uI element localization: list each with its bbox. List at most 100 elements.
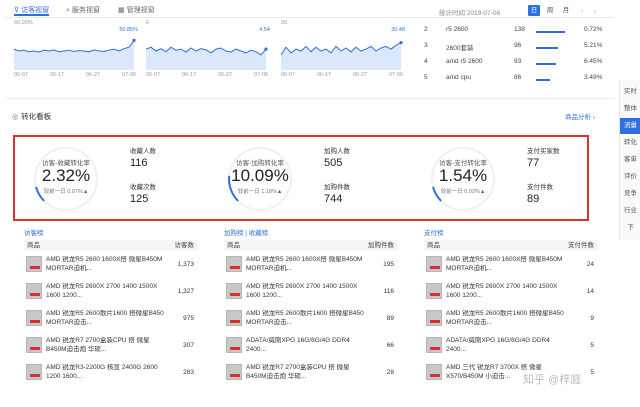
row-value: 89	[386, 315, 394, 322]
table-row[interactable]: AMD 锐龙R5 2600散片1600 搭微星B450 MORTAR迫击... 8…	[224, 307, 398, 332]
rail-item[interactable]: 下	[627, 224, 634, 231]
table-row[interactable]: AMD 锐龙R5 2600 1600X搭 微星B450M MORTAR迫机...…	[224, 253, 398, 278]
table-row[interactable]: AMD 锐龙R5 2600 1600X搭 微星B450M MORTAR迫机...…	[24, 253, 198, 278]
change-text: 较前一日 0.07%	[43, 189, 83, 195]
keyword-share: 5.21%	[584, 42, 603, 49]
row-value: 283	[183, 369, 194, 376]
product-name[interactable]: ADATA/威刚XPG 16G/8G/4G DDR4 2400...	[446, 337, 550, 353]
gauge-change: 较前一日 1.18%▲	[224, 187, 296, 195]
product-name[interactable]: AMD 锐龙R5 2600 1600X搭 微星B450M MORTAR迫机...	[446, 256, 563, 272]
product-name[interactable]: AMD 锐龙R5 2600X 2700 1400 1500X 1600 1200…	[446, 283, 558, 299]
share-bar	[536, 31, 565, 33]
change-text: 较前一日 1.18%	[237, 189, 277, 195]
table-row[interactable]: AMD 锐龙R7 2700盒装CPU 搭 微星B450M迫击炮 华硕... 28	[224, 361, 398, 386]
gauge-change: 较前一日 0.07%▲	[30, 187, 102, 195]
highlight-box	[13, 135, 589, 221]
period-day-button[interactable]: 日	[528, 5, 540, 16]
right-nav-rail: 实时整体流量转化客单评价竞争行业下	[619, 80, 640, 240]
rail-item[interactable]: 转化	[624, 139, 637, 146]
product-name[interactable]: AMD 锐龙R5 2600X 2700 1400 1500X 1600 1200…	[46, 283, 158, 299]
rail-item[interactable]: 实时	[624, 88, 637, 95]
rail-item[interactable]: 客单	[624, 156, 637, 163]
product-name[interactable]: AMD 锐龙R5 2600 1600X搭 微星B450M MORTAR迫机...	[246, 256, 363, 272]
product-name[interactable]: AMD 锐龙R3-2200G 核显 2400G 2600 1200 1600..…	[46, 364, 158, 380]
ranking-row[interactable]: 3 2600套装 96 5.21%	[424, 42, 609, 56]
rail-item[interactable]: 整体	[624, 105, 637, 112]
product-name[interactable]: AMD 锐龙R5 2600散片1600 搭微星B450 MORTAR迫击...	[446, 310, 564, 326]
keyword-count: 86	[514, 74, 522, 81]
table-row[interactable]: AMD 锐龙R3-2200G 核显 2400G 2600 1200 1600..…	[24, 361, 198, 386]
ranking-row[interactable]: 2 r5 2600 138 0.72%	[424, 26, 609, 40]
chart-peak-label: 50.85%	[119, 27, 138, 33]
ranking-row[interactable]: 4 amd r5 2600 93 6.45%	[424, 58, 609, 72]
table-row[interactable]: AMD 锐龙R5 2600X 2700 1400 1500X 1600 1200…	[24, 280, 198, 305]
row-value: 14	[586, 288, 594, 295]
x-tick-label: 06-07	[146, 72, 161, 78]
keyword-share: 6.45%	[584, 58, 603, 65]
table-row[interactable]: AMD 锐龙R7 2700盒装CPU 搭 微星B450M迫击炮 华硕... 307	[24, 334, 198, 359]
ranking-row[interactable]: 5 amd cpu 86 3.49%	[424, 74, 609, 88]
rank-number: 3	[424, 42, 428, 49]
gauge-svg	[34, 147, 98, 211]
product-thumbnail	[426, 310, 442, 326]
column-header: 加购件数	[368, 242, 394, 249]
conversion-gauge: 访客-加购转化率 10.09% 较前一日 1.18%▲	[224, 143, 296, 215]
column-header: 商品	[227, 242, 240, 249]
tab-visitor-view[interactable]: ⊽ 访客视窗	[14, 7, 50, 16]
product-thumbnail	[426, 256, 442, 272]
tab-management-view[interactable]: ▦ 管理视窗	[118, 7, 155, 14]
table-row[interactable]: AMD 三代 锐龙R7 3700X 搭 微星X570/B450M 小迫击... 5	[424, 361, 598, 386]
product-thumbnail	[26, 283, 42, 299]
rail-item[interactable]: 竞争	[624, 190, 637, 197]
table-row[interactable]: AMD 锐龙R5 2600 1600X搭 微星B450M MORTAR迫机...…	[424, 253, 598, 278]
change-text: 较前一日 0.02%	[440, 189, 480, 195]
keyword-count: 96	[514, 42, 522, 49]
table-row[interactable]: AMD 锐龙R5 2600X 2700 1400 1500X 1600 1200…	[224, 280, 398, 305]
period-week-button[interactable]: 周	[546, 7, 554, 14]
product-name[interactable]: AMD 锐龙R5 2600 1600X搭 微星B450M MORTAR迫机...	[46, 256, 163, 272]
gauge-value: 10.09%	[231, 166, 289, 185]
product-thumbnail	[426, 283, 442, 299]
rail-item[interactable]: 流量	[620, 118, 640, 134]
trend-line	[146, 46, 267, 56]
rail-item[interactable]: 行业	[624, 207, 637, 214]
product-name[interactable]: ADATA/威刚XPG 16G/8G/4G DDR4 2400...	[246, 337, 350, 353]
table-row[interactable]: ADATA/威刚XPG 16G/8G/4G DDR4 2400... 5	[424, 334, 598, 359]
table-title[interactable]: 支付榜	[424, 230, 444, 237]
tab-service-view[interactable]: ⌕ 服务视窗	[66, 7, 100, 14]
product-name[interactable]: AMD 锐龙R5 2600散片1600 搭微星B450 MORTAR迫击...	[46, 310, 164, 326]
product-name[interactable]: AMD 锐龙R5 2600散片1600 搭微星B450 MORTAR迫击...	[246, 310, 364, 326]
metric-label: 收藏人数	[130, 148, 156, 155]
keyword-name: 2600套装	[446, 45, 474, 52]
product-name[interactable]: AMD 锐龙R7 2700盒装CPU 搭 微星B450M迫击炮 华硕...	[246, 364, 350, 380]
product-name[interactable]: AMD 三代 锐龙R7 3700X 搭 微星X570/B450M 小迫击...	[446, 364, 543, 380]
share-bar	[536, 47, 558, 49]
gauge-fill-arc	[432, 186, 442, 202]
x-tick-label: 06-17	[50, 72, 65, 78]
gauge-value: 1.54%	[438, 166, 488, 185]
rail-item[interactable]: 评价	[624, 173, 637, 180]
product-name[interactable]: AMD 锐龙R5 2600X 2700 1400 1500X 1600 1200…	[246, 283, 358, 299]
trend-svg	[14, 38, 136, 70]
rank-number: 2	[424, 26, 428, 33]
gauge-fill-arc	[228, 175, 239, 202]
keyword-name: amd r5 2600	[446, 58, 483, 65]
table-title[interactable]: 访客榜	[24, 230, 44, 237]
period-month-button[interactable]: 月	[562, 7, 570, 14]
metric-value: 744	[324, 193, 343, 205]
table-title[interactable]: 加购榜 | 收藏榜	[224, 230, 269, 237]
table-row[interactable]: AMD 锐龙R5 2600散片1600 搭微星B450 MORTAR迫击... 9	[424, 307, 598, 332]
product-analysis-link[interactable]: 商品分析 ›	[565, 114, 595, 121]
table-row[interactable]: AMD 锐龙R5 2600X 2700 1400 1500X 1600 1200…	[424, 280, 598, 305]
column-header: 商品	[427, 242, 440, 249]
trend-line	[14, 40, 135, 53]
trend-svg	[281, 41, 403, 70]
next-icon[interactable]: ›	[594, 9, 596, 15]
product-name[interactable]: AMD 锐龙R7 2700盒装CPU 搭 微星B450M迫击炮 华硕...	[46, 337, 150, 353]
x-tick-label: 06-27	[86, 72, 101, 78]
table-row[interactable]: ADATA/威刚XPG 16G/8G/4G DDR4 2400... 66	[224, 334, 398, 359]
prev-icon[interactable]: ‹	[581, 9, 583, 15]
trend-end-point	[132, 38, 136, 42]
table-row[interactable]: AMD 锐龙R5 2600散片1600 搭微星B450 MORTAR迫击... 9…	[24, 307, 198, 332]
